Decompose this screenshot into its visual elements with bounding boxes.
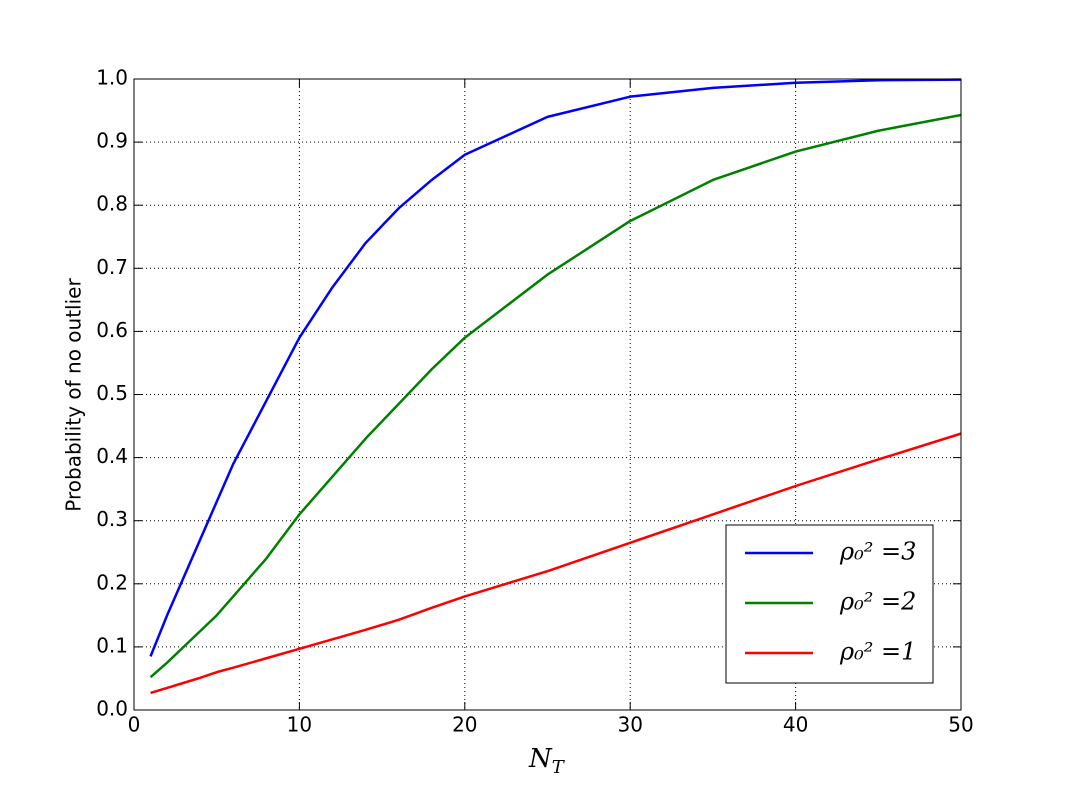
legend-label: ρ₀² =3 bbox=[839, 538, 916, 566]
x-tick-label: 0 bbox=[128, 713, 141, 737]
y-axis-label: Probability of no outlier bbox=[62, 278, 86, 512]
x-tick-label: 40 bbox=[783, 713, 808, 737]
x-tick-label: 50 bbox=[948, 713, 973, 737]
y-tick-label: 0.2 bbox=[96, 570, 128, 594]
line-series bbox=[149, 78, 962, 657]
line-series bbox=[149, 113, 962, 679]
x-tick-label: 30 bbox=[617, 713, 642, 737]
y-tick-label: 0.0 bbox=[96, 697, 128, 721]
y-tick-label: 0.8 bbox=[96, 192, 128, 216]
legend-label: ρ₀² =1 bbox=[839, 638, 916, 666]
x-axis-label: NT bbox=[528, 744, 566, 778]
y-tick-label: 0.7 bbox=[96, 255, 128, 279]
y-tick-label: 0.6 bbox=[96, 318, 128, 342]
x-tick-label: 10 bbox=[287, 713, 312, 737]
x-label-sub: T bbox=[552, 757, 566, 778]
y-tick-label: 0.1 bbox=[96, 633, 128, 657]
y-tick-label: 1.0 bbox=[96, 66, 128, 90]
x-tick-label: 20 bbox=[452, 713, 477, 737]
y-tick-label: 0.9 bbox=[96, 129, 128, 153]
plot-frame bbox=[133, 78, 962, 711]
legend-label: ρ₀² =2 bbox=[839, 588, 916, 616]
y-tick-label: 0.5 bbox=[96, 381, 128, 405]
y-tick-label: 0.3 bbox=[96, 507, 128, 531]
y-tick-label: 0.4 bbox=[96, 444, 128, 468]
line-series bbox=[150, 432, 962, 695]
x-label-base: N bbox=[528, 744, 553, 774]
